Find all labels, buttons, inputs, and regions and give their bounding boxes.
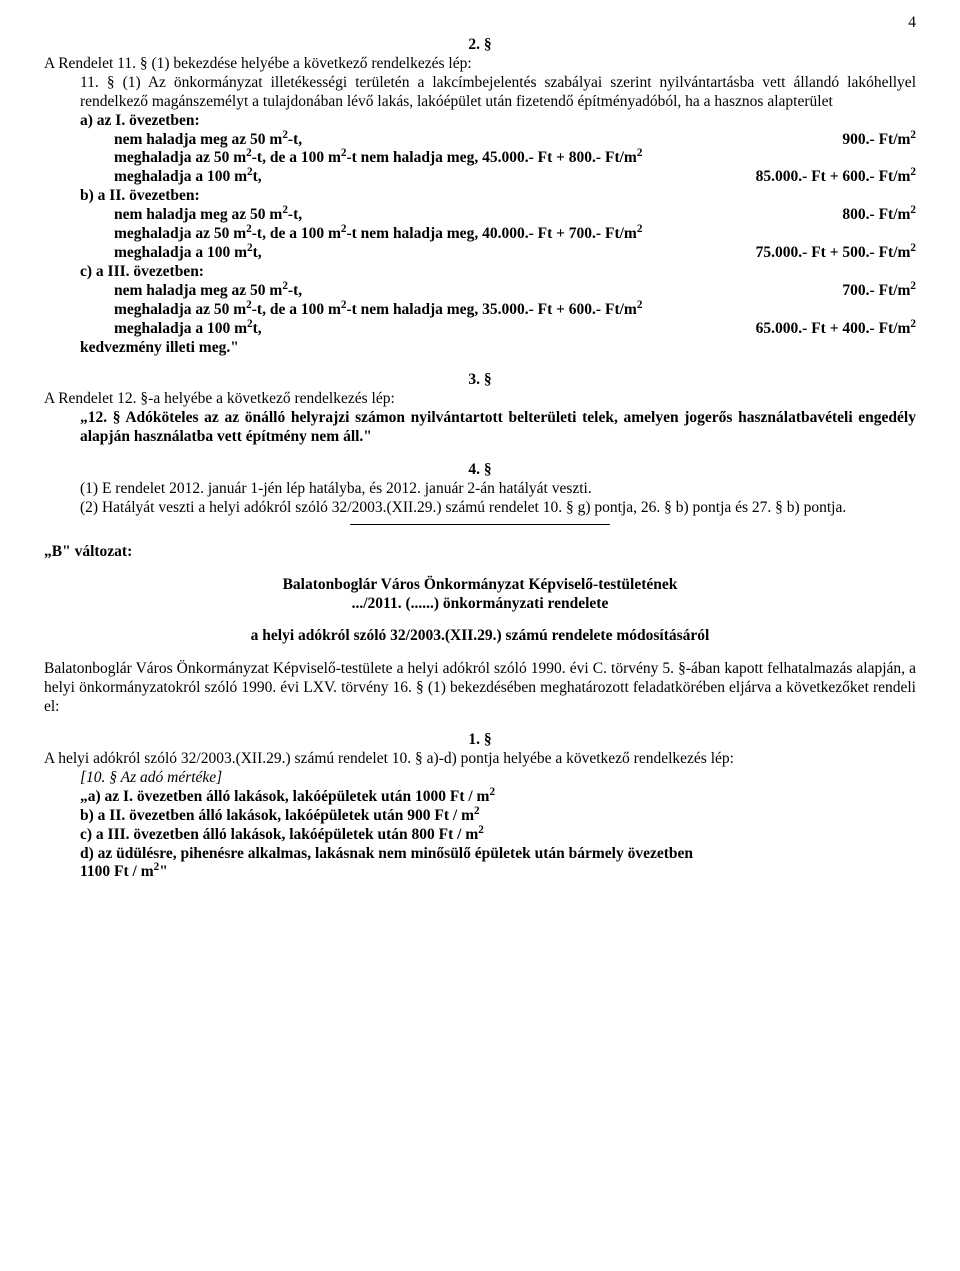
preamble: Balatonboglár Város Önkormányzat Képvise… <box>44 660 916 717</box>
section-2-closing: kedvezmény illeti meg." <box>44 339 916 358</box>
draft-subject: a helyi adókról szóló 32/2003.(XII.29.) … <box>44 627 916 646</box>
zone-a-line-1-right: 900.- Ft/m2 <box>830 131 916 150</box>
zone-c-line-1-right: 700.- Ft/m2 <box>830 282 916 301</box>
section-3-intro: A Rendelet 12. §-a helyébe a következő r… <box>44 390 916 409</box>
section-2-heading: 2. § <box>44 36 916 55</box>
zone-c-line-3-right: 65.000.- Ft + 400.- Ft/m2 <box>744 320 916 339</box>
zone-a-line-3-left: meghaladja a 100 m2t, <box>114 168 744 187</box>
zone-c-line-3-left: meghaladja a 100 m2t, <box>114 320 744 339</box>
zone-a-label: a) az I. övezetben: <box>44 112 916 131</box>
zone-b-line-3: meghaladja a 100 m2t, 75.000.- Ft + 500.… <box>44 244 916 263</box>
zone-b-line-2: meghaladja az 50 m2-t, de a 100 m2-t nem… <box>44 225 916 244</box>
draft-title-line-1: Balatonboglár Város Önkormányzat Képvise… <box>44 576 916 595</box>
zone-a-line-3-right: 85.000.- Ft + 600.- Ft/m2 <box>744 168 916 187</box>
zone-b-line-3-right: 75.000.- Ft + 500.- Ft/m2 <box>744 244 916 263</box>
section-1-line-c: c) a III. övezetben álló lakások, lakóép… <box>44 826 916 845</box>
zone-a-line-3: meghaladja a 100 m2t, 85.000.- Ft + 600.… <box>44 168 916 187</box>
page-number: 4 <box>908 14 916 33</box>
zone-b-label: b) a II. övezetben: <box>44 187 916 206</box>
section-3-heading: 3. § <box>44 371 916 390</box>
zone-a-line-1-left: nem haladja meg az 50 m2-t, <box>114 131 830 150</box>
section-1-last: 1100 Ft / m2" <box>44 863 916 882</box>
variant-b-label: „B" változat: <box>44 543 916 562</box>
section-1-line-a: „a) az I. övezetben álló lakások, lakóép… <box>44 788 916 807</box>
section-1-heading: 1. § <box>44 731 916 750</box>
section-3-body: „12. § Adóköteles az az önálló helyrajzi… <box>44 409 916 447</box>
section-1-intro: A helyi adókról szóló 32/2003.(XII.29.) … <box>44 750 916 769</box>
section-4-line-2: (2) Hatályát veszti a helyi adókról szól… <box>80 499 916 518</box>
section-4-heading: 4. § <box>44 461 916 480</box>
zone-c-line-1-left: nem haladja meg az 50 m2-t, <box>114 282 830 301</box>
section-2-intro: A Rendelet 11. § (1) bekezdése helyébe a… <box>44 55 916 74</box>
zone-a-line-2: meghaladja az 50 m2-t, de a 100 m2-t nem… <box>44 149 916 168</box>
section-1-line-d: d) az üdülésre, pihenésre alkalmas, laká… <box>44 845 916 864</box>
separator-line <box>350 524 610 525</box>
zone-c-label: c) a III. övezetben: <box>44 263 916 282</box>
section-4-line-1: (1) E rendelet 2012. január 1-jén lép ha… <box>44 480 916 499</box>
zone-b-line-1: nem haladja meg az 50 m2-t, 800.- Ft/m2 <box>44 206 916 225</box>
section-1-ref: [10. § Az adó mértéke] <box>44 769 916 788</box>
zone-b-line-3-left: meghaladja a 100 m2t, <box>114 244 744 263</box>
zone-a-line-1: nem haladja meg az 50 m2-t, 900.- Ft/m2 <box>44 131 916 150</box>
zone-b-line-1-right: 800.- Ft/m2 <box>830 206 916 225</box>
zone-b-line-1-left: nem haladja meg az 50 m2-t, <box>114 206 830 225</box>
zone-c-line-2: meghaladja az 50 m2-t, de a 100 m2-t nem… <box>44 301 916 320</box>
draft-title-line-2: .../2011. (......) önkormányzati rendele… <box>44 595 916 614</box>
zone-c-line-3: meghaladja a 100 m2t, 65.000.- Ft + 400.… <box>44 320 916 339</box>
zone-c-line-1: nem haladja meg az 50 m2-t, 700.- Ft/m2 <box>44 282 916 301</box>
section-2-main-paragraph: 11. § (1) Az önkormányzat illetékességi … <box>44 74 916 112</box>
